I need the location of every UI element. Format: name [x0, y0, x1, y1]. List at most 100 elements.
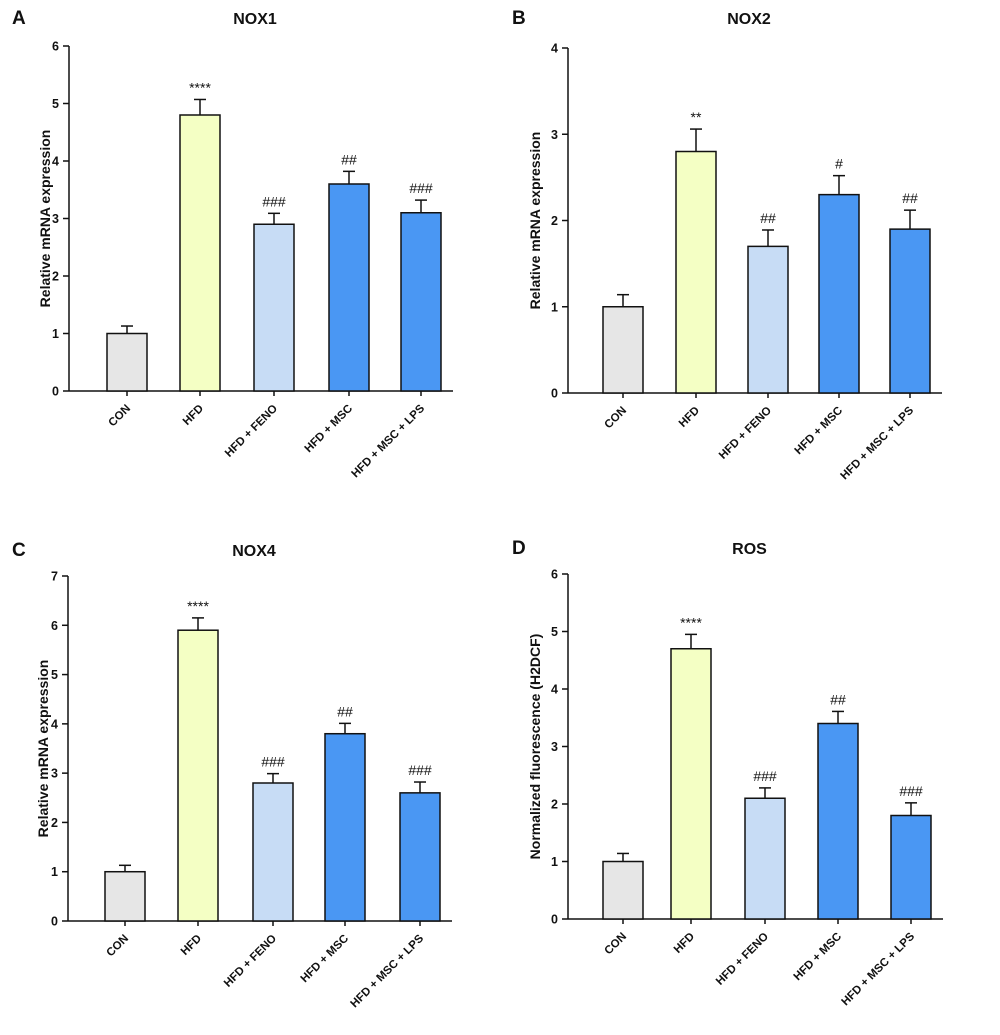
bar: [817, 722, 859, 920]
x-tick-label: HFD: [179, 933, 204, 958]
x-tick-label: CON: [105, 933, 132, 960]
panel-label: C: [12, 540, 26, 561]
y-tick-label: 6: [551, 568, 558, 582]
significance-label: ##: [341, 151, 357, 167]
bar: [400, 212, 442, 392]
bar: [253, 223, 295, 392]
bar: [602, 306, 644, 394]
chart-title: NOX2: [727, 11, 771, 28]
x-tick-label: HFD + MSC + LPS: [839, 930, 917, 1008]
y-tick-label: 5: [52, 97, 59, 111]
panel-label: B: [512, 8, 526, 29]
x-tick-label: HFD: [677, 405, 702, 430]
significance-label: ###: [753, 768, 777, 784]
significance-label: ###: [262, 193, 286, 209]
y-tick-label: 2: [52, 270, 59, 284]
chart-panel-b: B NOX2 Relative mRNA expression 0 1 2 3 4 CON ** H…: [512, 8, 942, 482]
y-tick-label: 3: [51, 767, 58, 781]
y-axis-label: Relative mRNA expression: [527, 132, 543, 310]
bar: [818, 193, 860, 394]
y-tick-label: 0: [52, 385, 59, 399]
significance-label: ##: [830, 691, 846, 707]
significance-label: ##: [760, 210, 776, 226]
x-tick-label: HFD: [672, 931, 697, 956]
x-tick-label: HFD + MSC + LPS: [838, 404, 916, 482]
x-tick-label: HFD + MSC: [793, 405, 846, 458]
significance-label: ****: [680, 614, 702, 630]
y-tick-label: 2: [51, 816, 58, 830]
x-tick-label: HFD + MSC: [792, 931, 845, 984]
y-axis-label: Normalized fluorescence (H2DCF): [527, 634, 543, 860]
significance-label: ##: [337, 703, 353, 719]
y-tick-label: 2: [551, 798, 558, 812]
significance-label: ****: [189, 79, 211, 95]
chart-title: NOX4: [232, 543, 276, 560]
x-tick-label: CON: [107, 403, 134, 430]
x-tick-label: HFD + FENO: [714, 931, 771, 988]
y-tick-label: 0: [51, 915, 58, 929]
bar: [890, 814, 932, 920]
bar: [177, 629, 219, 922]
y-tick-label: 5: [51, 668, 58, 682]
y-tick-label: 3: [52, 212, 59, 226]
chart-panel-d: D ROS Normalized fluorescence (H2DCF) 0 1 2 3 4…: [512, 538, 943, 1008]
x-tick-label: HFD + MSC + LPS: [348, 932, 426, 1010]
bar: [252, 782, 294, 922]
y-tick-label: 6: [51, 619, 58, 633]
significance-label: #: [835, 156, 843, 172]
bar: [889, 228, 931, 394]
y-tick-label: 7: [51, 570, 58, 584]
y-tick-label: 0: [551, 913, 558, 927]
chart-title: NOX1: [233, 11, 277, 28]
y-tick-label: 4: [51, 717, 58, 731]
significance-label: ****: [187, 598, 209, 614]
y-tick-label: 3: [551, 740, 558, 754]
x-tick-label: HFD + MSC: [303, 403, 356, 456]
bar: [670, 648, 712, 920]
bar: [106, 332, 148, 392]
x-tick-label: HFD + MSC + LPS: [349, 402, 427, 480]
y-axis-label: Relative mRNA expression: [37, 130, 53, 308]
x-tick-label: HFD + FENO: [717, 405, 774, 462]
bar: [104, 870, 146, 922]
significance-label: ###: [261, 754, 285, 770]
x-tick-label: CON: [603, 931, 630, 958]
x-tick-label: HFD: [181, 403, 206, 428]
y-tick-label: 4: [551, 683, 558, 697]
bar: [602, 860, 644, 920]
panel-label: D: [512, 538, 526, 559]
y-tick-label: 1: [51, 865, 58, 879]
chart-panel-c: C NOX4 Relative mRNA expression 0 1 2 3 4 5 6 7 CON…: [12, 540, 452, 1010]
bar: [744, 797, 786, 920]
significance-label: **: [691, 109, 702, 125]
y-tick-label: 3: [551, 128, 558, 142]
x-tick-label: HFD + FENO: [222, 933, 279, 990]
y-tick-label: 2: [551, 214, 558, 228]
significance-label: ##: [902, 190, 918, 206]
bar: [675, 150, 717, 394]
bar: [399, 792, 441, 922]
panel-label: A: [12, 8, 26, 29]
bar: [328, 183, 370, 392]
chart-panel-a: A NOX1 Relative mRNA expression 0 1 2 3 4 5 6 CON *…: [12, 8, 453, 480]
significance-label: ###: [409, 180, 433, 196]
y-tick-label: 1: [52, 327, 59, 341]
significance-label: ###: [408, 762, 432, 778]
y-tick-label: 0: [551, 387, 558, 401]
y-tick-label: 1: [551, 855, 558, 869]
significance-label: ###: [899, 783, 923, 799]
y-tick-label: 1: [551, 300, 558, 314]
bar: [747, 245, 789, 394]
bar: [179, 114, 221, 392]
x-tick-label: HFD + MSC: [299, 933, 352, 986]
y-tick-label: 4: [551, 42, 558, 56]
x-tick-label: HFD + FENO: [223, 403, 280, 460]
y-axis-label: Relative mRNA expression: [35, 660, 51, 838]
y-tick-label: 4: [52, 155, 59, 169]
chart-title: ROS: [732, 541, 767, 558]
bar: [324, 732, 366, 922]
y-tick-label: 6: [52, 40, 59, 54]
x-tick-label: CON: [603, 405, 630, 432]
y-tick-label: 5: [551, 625, 558, 639]
